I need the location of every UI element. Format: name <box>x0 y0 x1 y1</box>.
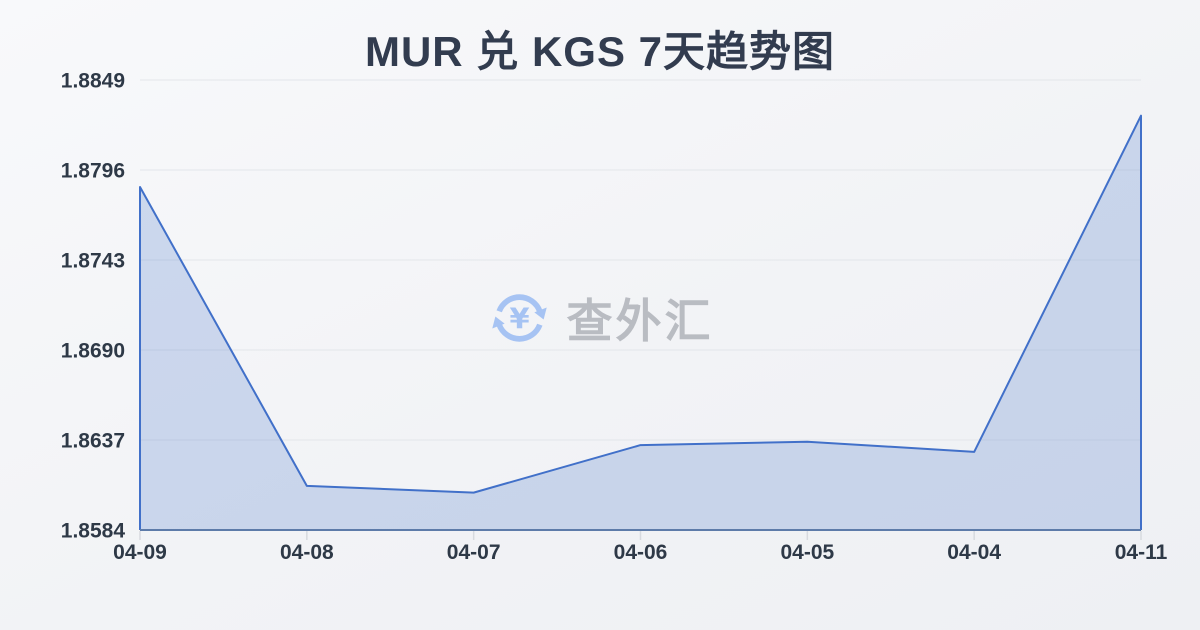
y-axis-label: 1.8584 <box>61 520 126 543</box>
x-axis-label: 04-07 <box>447 541 501 564</box>
y-axis-label: 1.8849 <box>61 70 125 93</box>
y-axis-label: 1.8743 <box>61 250 125 273</box>
x-axis-label: 04-08 <box>280 541 334 564</box>
series-line <box>139 114 1142 530</box>
y-axis-label: 1.8637 <box>61 430 125 453</box>
y-axis-label: 1.8796 <box>61 160 125 183</box>
x-axis-label: 04-11 <box>1115 541 1168 564</box>
chart-title: MUR 兑 KGS 7天趋势图 <box>364 28 836 75</box>
x-axis-label: 04-09 <box>113 541 167 564</box>
x-axis-label: 04-05 <box>780 541 834 564</box>
x-axis-label: 04-04 <box>947 541 1001 564</box>
x-axis-label: 04-06 <box>614 541 668 564</box>
area-fill <box>140 115 1141 531</box>
y-axis-label: 1.8690 <box>61 340 125 363</box>
